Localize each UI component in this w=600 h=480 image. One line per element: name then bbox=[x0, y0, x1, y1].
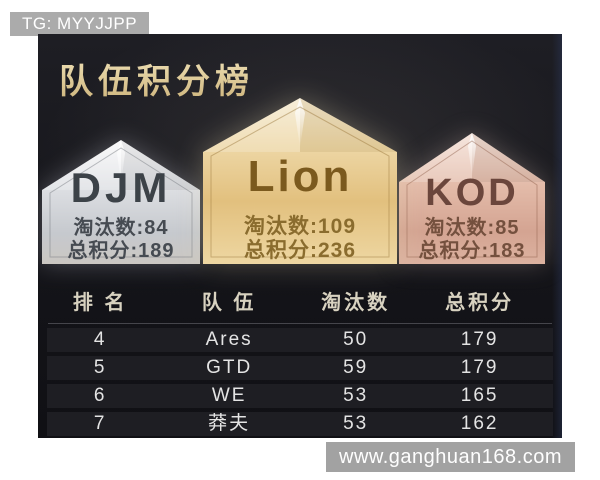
points-stat: 总积分:236 bbox=[243, 239, 357, 262]
table-header-row: 排 名 队 伍 淘汰数 总积分 bbox=[47, 290, 553, 316]
team-cell: Ares bbox=[205, 329, 253, 350]
podium-shield-third-place: KOD 淘汰数:85 总积分:183 bbox=[399, 133, 545, 264]
team-cell: WE bbox=[211, 385, 247, 406]
table-row: 4 Ares 50 179 bbox=[47, 328, 553, 352]
eliminations-cell: 59 bbox=[343, 357, 369, 378]
team-name-gold: Lion bbox=[247, 152, 353, 201]
header-eliminations: 淘汰数 bbox=[321, 292, 391, 314]
points-cell: 179 bbox=[460, 357, 499, 378]
page-title: 队伍积分榜 bbox=[59, 54, 254, 103]
points-cell: 165 bbox=[460, 385, 499, 406]
tg-contact-badge: TG: MYYJJPP bbox=[10, 12, 150, 36]
team-name-silver: DJM bbox=[70, 164, 172, 211]
eliminations-cell: 50 bbox=[343, 329, 369, 350]
podium-shield-second-place: DJM 淘汰数:84 总积分:189 bbox=[42, 140, 200, 264]
eliminations-stat: 淘汰数:84 bbox=[73, 217, 169, 239]
leaderboard-panel: 队伍积分榜 DJM bbox=[38, 34, 562, 438]
points-cell: 179 bbox=[460, 329, 499, 350]
points-stat: 总积分:189 bbox=[67, 240, 175, 262]
gold-shield-shape bbox=[203, 98, 397, 264]
eliminations-cell: 53 bbox=[343, 413, 369, 434]
table-row: 6 WE 53 165 bbox=[47, 384, 553, 408]
table-body: 4 Ares 50 179 5 GTD 59 179 6 WE 53 165 bbox=[47, 328, 553, 436]
table-row: 5 GTD 59 179 bbox=[47, 356, 553, 380]
eliminations-stat: 淘汰数:109 bbox=[243, 215, 357, 238]
team-cell: 莽夫 bbox=[208, 413, 251, 434]
rank-cell: 5 bbox=[93, 357, 107, 378]
team-stats-gold: 淘汰数:109 总积分:236 bbox=[203, 215, 397, 263]
header-points: 总积分 bbox=[445, 292, 515, 314]
team-stats-bronze: 淘汰数:85 总积分:183 bbox=[399, 217, 545, 263]
header-divider bbox=[48, 323, 552, 324]
points-stat: 总积分:183 bbox=[418, 240, 526, 262]
points-cell: 162 bbox=[460, 413, 499, 434]
ranking-table: 排 名 队 伍 淘汰数 总积分 4 Ares 50 179 5 GTD 59 1… bbox=[38, 264, 562, 438]
eliminations-stat: 淘汰数:85 bbox=[424, 217, 520, 239]
header-rank: 排 名 bbox=[72, 292, 128, 314]
team-stats-silver: 淘汰数:84 总积分:189 bbox=[42, 217, 200, 263]
podium-shield-first-place: Lion 淘汰数:109 总积分:236 bbox=[203, 98, 397, 264]
silver-shield-shape bbox=[42, 140, 200, 264]
rank-cell: 7 bbox=[93, 413, 107, 434]
header-team: 队 伍 bbox=[201, 292, 257, 314]
table-row: 7 莽夫 53 162 bbox=[47, 412, 553, 436]
team-cell: GTD bbox=[206, 357, 253, 378]
watermark-badge: www.ganghuan168.com bbox=[326, 442, 575, 472]
bronze-shield-shape bbox=[399, 133, 545, 264]
rank-cell: 6 bbox=[93, 385, 107, 406]
eliminations-cell: 53 bbox=[343, 385, 369, 406]
team-name-bronze: KOD bbox=[425, 172, 519, 214]
panel-edge-tint bbox=[552, 34, 562, 438]
rank-cell: 4 bbox=[93, 329, 107, 350]
